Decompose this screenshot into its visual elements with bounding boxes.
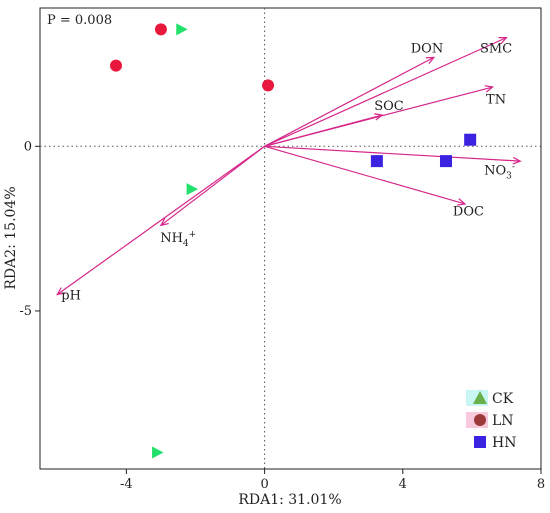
point-ln [110, 59, 123, 72]
point-hn [370, 155, 383, 168]
vector-arrowhead [374, 113, 384, 121]
vector-arrowhead [159, 218, 169, 227]
x-axis-label: RDA1: 31.01% [238, 492, 341, 508]
legend-label: CK [492, 391, 514, 407]
x-tick-label: 0 [260, 477, 268, 492]
vector-arrowhead [456, 198, 467, 206]
vector-doc [264, 145, 466, 205]
point-ck [176, 23, 188, 36]
vector-label: TN [486, 92, 506, 107]
point-hn [464, 133, 477, 146]
vector-soc [264, 114, 383, 147]
vector-arrowhead [484, 85, 495, 93]
vector-label: DOC [453, 204, 484, 219]
vector-nh4 [160, 145, 265, 226]
vector-label: NO3- [484, 162, 515, 181]
environmental-vectors: DON SMC TN SOC NO3- DOC NH4+ pH [56, 37, 522, 303]
vector-no3 [264, 145, 521, 162]
vector-label: SMC [480, 41, 512, 56]
vector-arrowhead [498, 37, 508, 45]
legend-marker-ck [473, 391, 487, 404]
point-ln [262, 79, 275, 92]
vector-arrowhead [512, 156, 522, 165]
vector-label: pH [61, 288, 81, 303]
x-tick-label: 8 [537, 477, 545, 492]
point-hn [439, 155, 452, 168]
reference-lines [40, 8, 541, 469]
plot-frame [39, 7, 542, 470]
vector-ph [56, 145, 265, 295]
point-ck [152, 446, 164, 459]
y-tick-label: 0 [24, 139, 32, 154]
sample-points [110, 23, 477, 459]
legend: CK LN HN [466, 390, 516, 451]
x-tick-label: 4 [399, 477, 407, 492]
vector-don [264, 56, 435, 147]
legend-label: HN [492, 435, 516, 451]
vector-label: NH4+ [160, 230, 196, 249]
vector-arrowhead [56, 287, 66, 296]
vector-label: SOC [374, 99, 404, 114]
y-axis-label: RDA2: 15.04% [3, 186, 19, 289]
legend-marker-hn [474, 436, 486, 448]
y-tick-label: -5 [19, 304, 32, 319]
p-value-annotation: P = 0.008 [47, 13, 112, 28]
legend-marker-ln [474, 414, 486, 426]
point-ln [154, 23, 167, 36]
point-ck [186, 183, 199, 196]
vector-arrowhead [425, 56, 436, 65]
vector-label: DON [411, 41, 443, 56]
axis-ticks: -4 0 4 8 0 -5 [19, 139, 545, 492]
vector-smc [264, 37, 507, 147]
x-tick-label: -4 [120, 477, 133, 492]
legend-label: LN [492, 413, 514, 429]
